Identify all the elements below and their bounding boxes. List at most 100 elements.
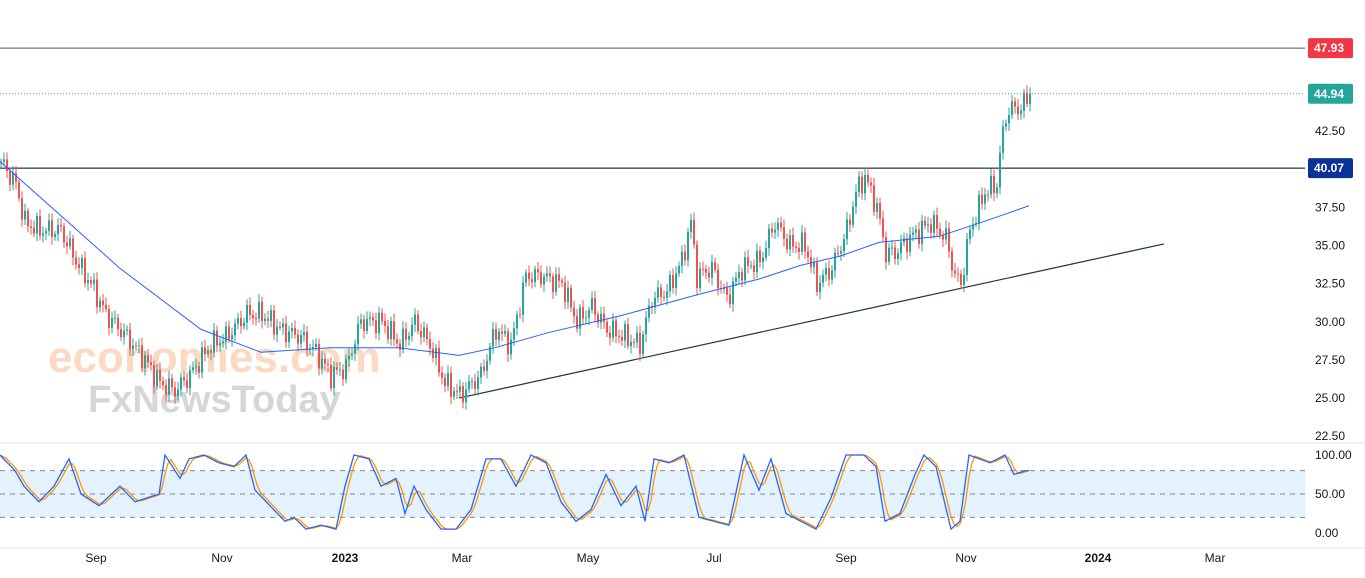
candle-body [876,203,878,212]
last-price-tag [1308,83,1353,104]
candle-body [372,317,374,321]
candle-body [186,380,188,388]
candle-body [1005,123,1007,127]
candle-body [99,300,101,308]
price-tick: 37.50 [1315,200,1345,214]
candle-body [24,210,26,220]
candle-body [51,220,53,237]
candle-body [735,277,737,282]
candle-body [450,372,452,397]
candle-body [441,372,443,378]
candle-body [165,385,167,395]
candle-body [798,247,800,253]
candle-body [105,304,107,310]
candle-body [447,372,449,387]
candle-body [504,331,506,334]
candle-body [468,381,470,390]
candle-body [78,264,80,269]
candle-body [9,170,11,185]
candle-body [303,331,305,336]
candle-body [978,194,980,224]
price-tick: 30.00 [1315,315,1345,329]
candle-body [351,353,353,356]
candle-body [672,274,674,289]
candle-body [363,319,365,332]
candle-body [360,319,362,324]
candle-body [156,370,158,387]
candle-body [669,274,671,292]
candle-body [21,198,23,220]
candle-body [840,251,842,254]
candle-body [486,360,488,371]
candle-body [483,366,485,371]
time-label: 2024 [1085,551,1112,565]
candle-body [438,347,440,373]
candle-body [960,274,962,286]
time-label: Jul [706,551,721,565]
candle-body [456,391,458,393]
level-tag [1308,38,1353,59]
candle-body [567,287,569,303]
candle-body [621,337,623,341]
candle-body [837,252,839,254]
candle-body [153,365,155,387]
candle-body [852,206,854,225]
candle-body [129,329,131,350]
candle-body [336,366,338,370]
candle-body [276,326,278,335]
candle-body [399,343,401,350]
candle-body [510,339,512,355]
candle-body [921,220,923,244]
candle-body [786,238,788,250]
candle-body [693,220,695,245]
candle-body [30,226,32,228]
candle-body [384,321,386,326]
candle-body [657,287,659,299]
candle-body [924,220,926,226]
candle-body [60,224,62,227]
price-tick: 32.50 [1315,277,1345,291]
price-tick: 22.50 [1315,429,1345,443]
stoch-tick: 0.00 [1315,526,1339,540]
candle-body [933,215,935,233]
candle-body [366,318,368,332]
candle-body [702,268,704,270]
level-tag [1308,158,1353,179]
candle-body [753,265,755,272]
candle-body [357,323,359,345]
candle-body [759,250,761,263]
candle-body [546,273,548,277]
candle-body [729,294,731,305]
last-price-label: 44.94 [1314,87,1344,101]
candle-body [288,331,290,343]
candle-body [888,247,890,263]
candle-body [762,257,764,263]
candle-body [429,338,431,349]
candle-body [72,238,74,258]
candle-body [678,265,680,274]
candle-body [549,273,551,277]
candle-body [420,330,422,338]
candle-body [996,187,998,194]
candle-body [624,324,626,341]
candle-body [318,343,320,369]
candle-body [252,315,254,319]
candle-body [834,252,836,271]
candle-body [444,377,446,387]
candle-body [915,229,917,233]
candle-body [222,341,224,344]
candle-body [459,386,461,392]
candle-body [258,301,260,319]
candle-body [87,279,89,284]
candle-body [36,215,38,234]
candle-body [597,314,599,323]
candle-body [102,300,104,305]
candle-body [408,335,410,340]
candle-body [378,312,380,333]
candle-body [333,366,335,389]
candle-body [435,347,437,359]
candle-body [183,377,185,381]
candle-body [330,364,332,389]
